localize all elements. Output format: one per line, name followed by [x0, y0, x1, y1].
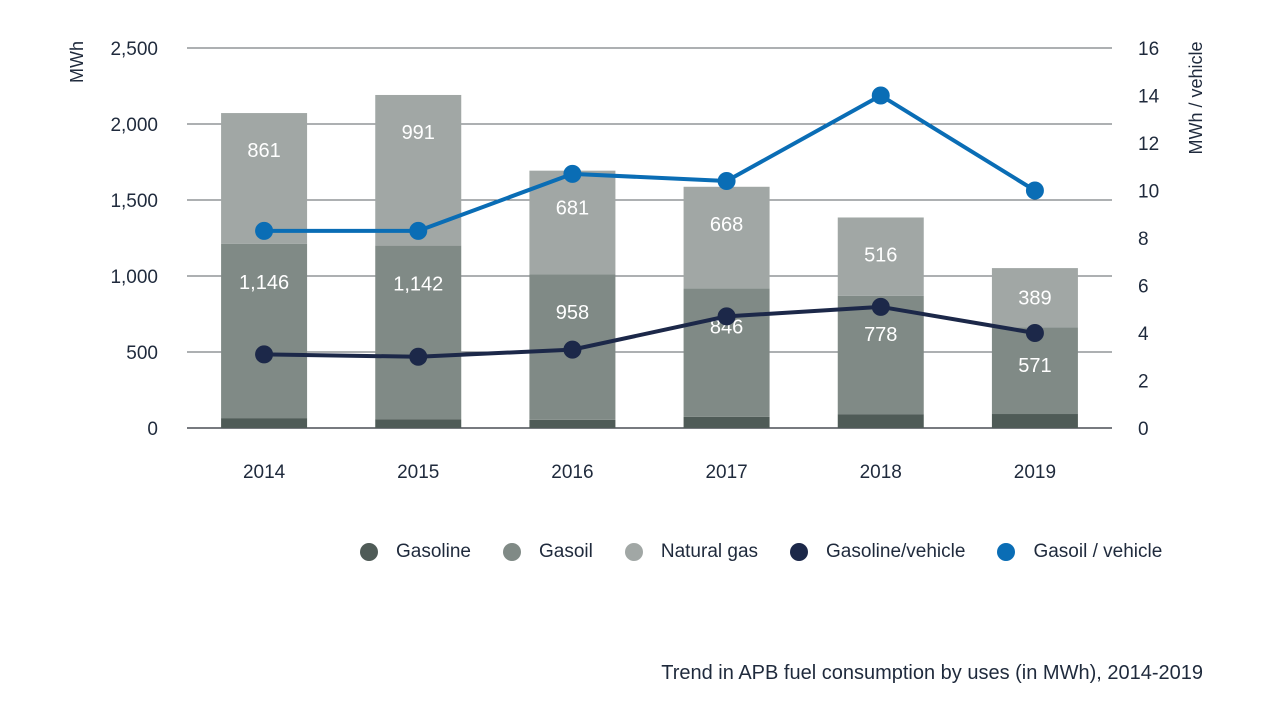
x-tick-label: 2019 — [1014, 462, 1056, 483]
bar-data-label: 516 — [864, 244, 897, 266]
left-tick-label: 500 — [126, 343, 158, 364]
line-point — [871, 86, 890, 105]
gridlines — [187, 47, 1112, 429]
line-point — [563, 164, 582, 183]
right-tick-label: 2 — [1138, 372, 1149, 393]
legend-label: Gasoil — [539, 541, 593, 562]
legend-item-gasoline: Gasoline — [360, 541, 471, 563]
bar-gasoline — [221, 418, 308, 428]
left-tick-label: 2,500 — [110, 39, 158, 60]
left-tick-label: 1,000 — [110, 267, 158, 288]
line-gasoil-vehicle — [264, 93, 1036, 233]
line-point — [409, 221, 428, 240]
bar-data-label: 1,142 — [393, 274, 443, 296]
legend-item-gasoline-vehicle: Gasoline/vehicle — [790, 541, 965, 563]
line-series — [255, 86, 1044, 366]
bar-data-label: 668 — [710, 214, 743, 236]
bar-data-label: 958 — [556, 302, 589, 324]
bar-data-label: 681 — [556, 198, 589, 220]
x-tick-label: 2014 — [243, 462, 286, 483]
legend-item-natural-gas: Natural gas — [624, 541, 759, 563]
right-tick-label: 0 — [1138, 419, 1149, 440]
bar-gasoil — [375, 245, 462, 420]
legend-dot-natural-gas — [624, 543, 643, 561]
bar-gasoil — [221, 243, 308, 419]
legend-dot-gasoline-vehicle — [790, 543, 809, 561]
left-tick-label: 2,000 — [110, 115, 158, 136]
right-axis-title: MWh / vehicle — [1186, 41, 1206, 154]
bar-data-label: 778 — [864, 324, 897, 346]
line-point — [717, 172, 736, 190]
right-tick-label: 14 — [1138, 87, 1160, 108]
bar-data-label: 991 — [402, 122, 435, 144]
line-point — [1025, 324, 1044, 342]
legend-label: Gasoline — [396, 541, 471, 562]
chart-caption: Trend in APB fuel consumption by uses (i… — [661, 662, 1203, 684]
legend-label: Gasoil / vehicle — [1033, 541, 1163, 562]
bar-gasoline — [529, 419, 616, 428]
legend-item-gasoil: Gasoil — [503, 541, 593, 563]
bar-data-label: 1,146 — [239, 272, 289, 294]
line-point — [255, 345, 274, 364]
legend: Gasoline Gasoil Natural gas Gasoline/veh… — [360, 541, 1194, 563]
bar-data-label: 389 — [1018, 288, 1051, 310]
bar-data-label: 846 — [710, 316, 743, 338]
bar-data-label: 571 — [1018, 355, 1051, 377]
line-point — [255, 221, 274, 240]
legend-item-gasoil-vehicle: Gasoil / vehicle — [997, 541, 1162, 563]
x-tick-label: 2018 — [860, 462, 902, 483]
legend-dot-gasoil — [503, 543, 521, 561]
bar-natural-gas — [683, 186, 770, 289]
legend-dot-gasoline — [360, 543, 378, 561]
line-point — [409, 347, 428, 366]
line-point — [563, 340, 582, 359]
right-tick-label: 16 — [1138, 39, 1159, 60]
bar-natural-gas — [837, 217, 924, 296]
bar-gasoline — [837, 414, 924, 428]
line-gasoline-vehicle — [264, 304, 1036, 359]
right-axis: 0 2 4 6 8 10 12 14 16 — [1138, 39, 1160, 440]
legend-dot-gasoil-vehicle — [997, 543, 1016, 561]
bar-gasoline — [991, 414, 1078, 428]
left-axis: 0 500 1,000 1,500 2,000 2,500 — [110, 39, 158, 440]
x-tick-label: 2015 — [397, 462, 439, 483]
right-tick-label: 8 — [1138, 229, 1149, 250]
left-tick-label: 1,500 — [110, 191, 158, 212]
x-axis: 2014 2015 2016 2017 2018 2019 — [243, 462, 1056, 483]
x-tick-label: 2016 — [551, 462, 593, 483]
right-tick-label: 4 — [1138, 324, 1149, 345]
bar-gasoline — [683, 416, 770, 428]
legend-label: Natural gas — [660, 541, 759, 562]
bar-gasoline — [375, 419, 462, 428]
line-point — [871, 297, 890, 316]
left-axis-title: MWh — [67, 41, 87, 83]
right-tick-label: 10 — [1138, 182, 1159, 203]
line-point — [1025, 181, 1044, 200]
line-point — [717, 307, 736, 326]
bar-natural-gas — [991, 268, 1078, 328]
legend-label: Gasoline/vehicle — [826, 541, 966, 562]
x-tick-label: 2017 — [705, 462, 747, 483]
bar-data-label: 861 — [247, 140, 280, 162]
bar-natural-gas — [529, 170, 616, 275]
right-tick-label: 6 — [1138, 277, 1149, 298]
right-tick-label: 12 — [1138, 134, 1159, 155]
left-tick-label: 0 — [147, 419, 158, 440]
bar-series: 651,146861581,14299154958681738466689177… — [221, 94, 1078, 428]
